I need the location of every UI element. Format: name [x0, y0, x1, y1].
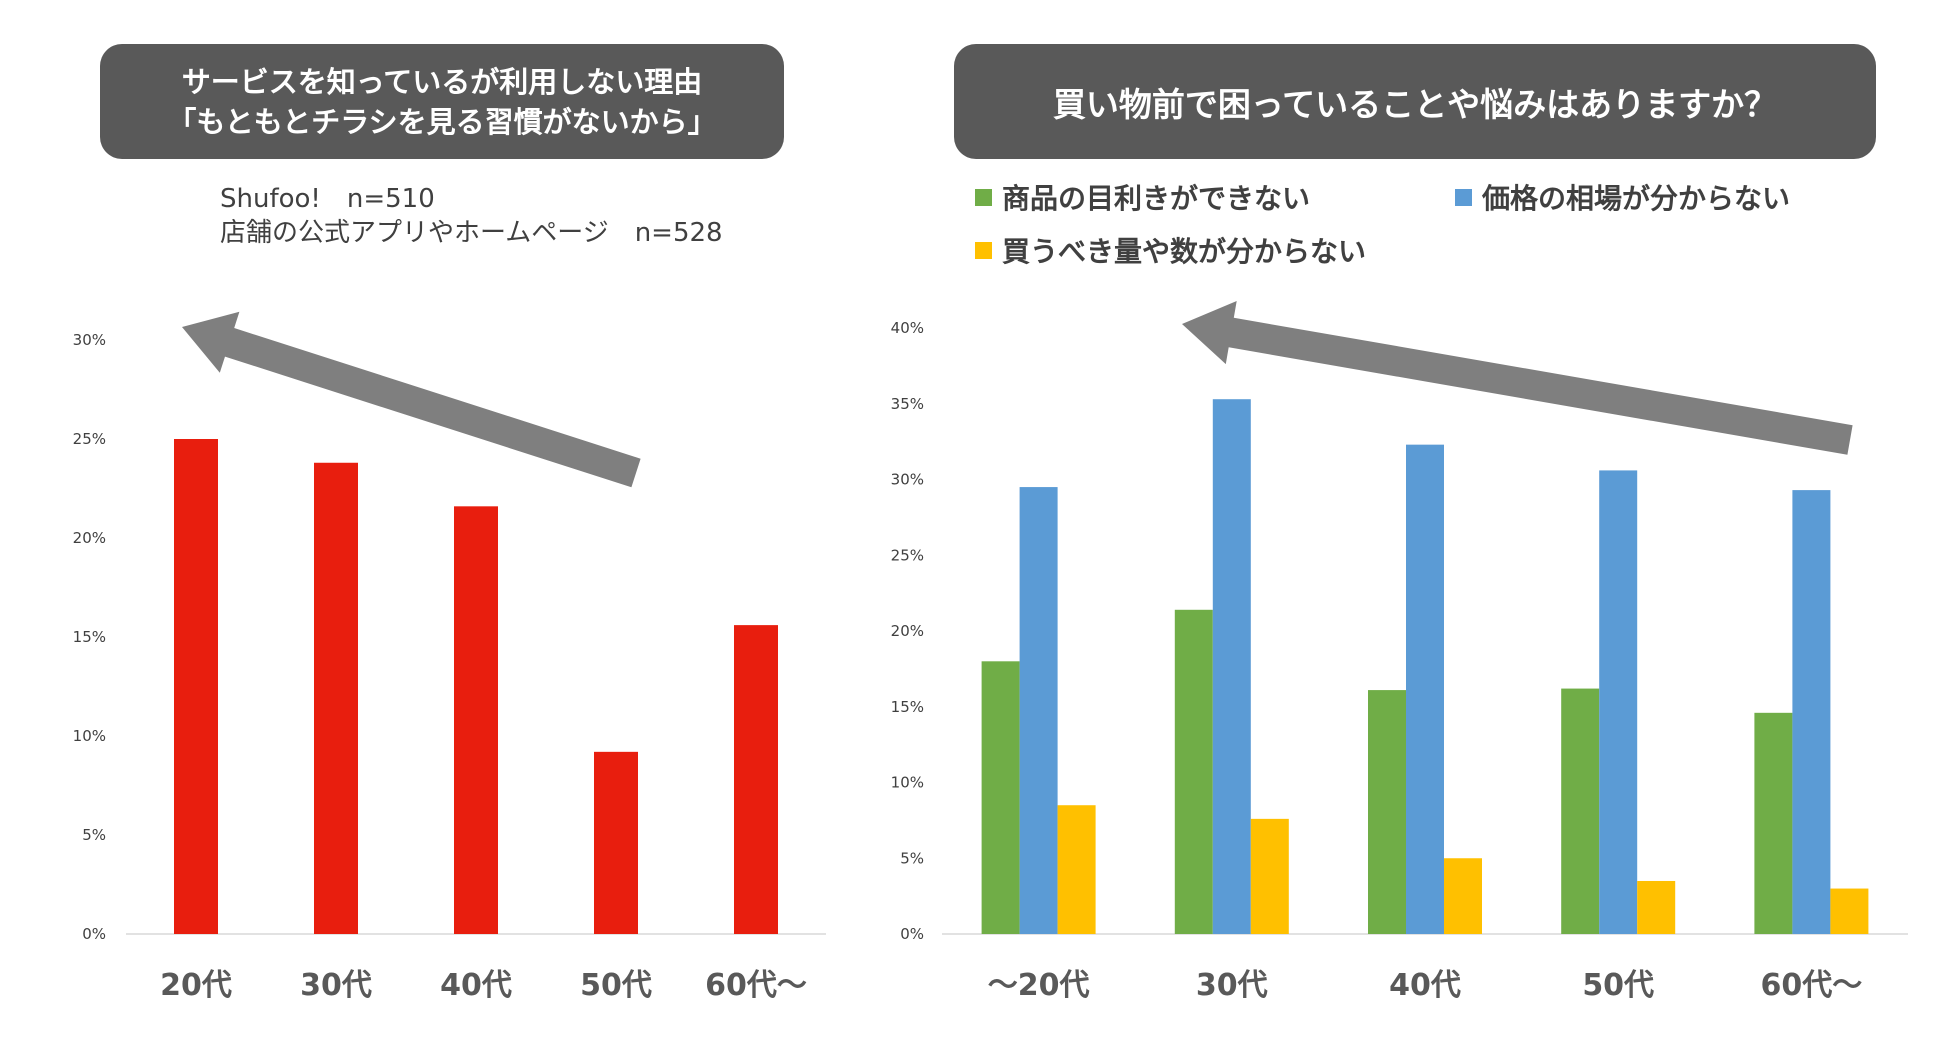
- source-store-app: 店舗の公式アプリやホームページ n=528: [220, 218, 723, 248]
- left-chart-category-label: 30代: [300, 968, 372, 1003]
- right-chart-bar-1-3: [1368, 690, 1406, 934]
- left-title-line2: 「もともとチラシを見る習慣がないから」: [167, 104, 717, 139]
- left-chart-ytick-label: 30%: [73, 331, 106, 349]
- left-chart-bar-1-2: [314, 462, 358, 934]
- right-chart-bar-3-5: [1830, 888, 1869, 934]
- right-chart-bar-3-3: [1444, 858, 1482, 934]
- left-title-line1: サービスを知っているが利用しない理由: [181, 64, 703, 99]
- right-chart-ytick-label: 5%: [900, 849, 924, 867]
- right-chart-bar-2-5: [1792, 490, 1831, 934]
- right-trend-arrow: [1182, 301, 1853, 455]
- legend-swatch-green: [975, 188, 992, 206]
- legend-label-souba: 価格の相場が分からない: [1482, 182, 1791, 215]
- right-chart-ytick-label: 15%: [891, 698, 924, 716]
- right-chart-ytick-label: 25%: [891, 546, 924, 564]
- left-chart-ytick-label: 5%: [82, 826, 106, 844]
- left-chart-category-label: 50代: [580, 968, 652, 1003]
- right-chart-category-label: 〜20代: [988, 968, 1090, 1003]
- right-chart-category-label: 40代: [1389, 968, 1461, 1003]
- left-chart-category-label: 20代: [160, 968, 232, 1003]
- left-chart-ytick-label: 20%: [73, 529, 106, 547]
- legend-swatch-yellow: [975, 241, 992, 259]
- right-chart-bar-2-1: [1019, 487, 1058, 934]
- right-chart-bar-1-1: [981, 661, 1020, 934]
- source-shufoo: Shufoo! n=510: [220, 184, 435, 214]
- left-trend-arrow: [182, 311, 641, 488]
- right-chart-ytick-label: 40%: [891, 319, 924, 337]
- right-chart-category-label: 60代〜: [1761, 968, 1863, 1003]
- right-chart-ytick-label: 30%: [891, 471, 924, 489]
- legend-label-ryou: 買うべき量や数が分からない: [1002, 235, 1367, 268]
- left-chart-ytick-label: 0%: [82, 925, 106, 943]
- left-chart-category-label: 60代〜: [705, 968, 807, 1003]
- right-chart-bar-2-4: [1599, 470, 1638, 934]
- right-title-text: 買い物前で困っていることや悩みはありますか？: [1052, 84, 1778, 124]
- right-chart-bar-3-1: [1057, 805, 1096, 934]
- right-chart-bar-1-5: [1754, 712, 1793, 934]
- legend-item-mekiki: 商品の目利きができない: [975, 177, 1310, 217]
- left-chart-ytick-label: 25%: [73, 430, 106, 448]
- right-chart-category-label: 50代: [1582, 968, 1654, 1003]
- right-chart-title: 買い物前で困っていることや悩みはありますか？: [954, 44, 1876, 159]
- right-chart-ytick-label: 35%: [891, 395, 924, 413]
- right-chart-bar-3-2: [1250, 818, 1289, 934]
- right-chart-bar-1-4: [1561, 688, 1600, 934]
- right-chart-ytick-label: 0%: [900, 925, 924, 943]
- left-chart-ytick-label: 15%: [73, 628, 106, 646]
- left-chart-ytick-label: 10%: [73, 727, 106, 745]
- left-chart-title: サービスを知っているが利用しない理由 「もともとチラシを見る習慣がないから」: [100, 44, 784, 159]
- right-chart-bar-3-4: [1637, 880, 1676, 934]
- right-chart-category-label: 30代: [1196, 968, 1268, 1003]
- right-chart-bar-2-2: [1212, 399, 1251, 935]
- legend-label-mekiki: 商品の目利きができない: [1002, 182, 1311, 215]
- right-chart-ytick-label: 20%: [891, 622, 924, 640]
- left-chart-category-label: 40代: [440, 968, 512, 1003]
- left-chart-bar-1-1: [174, 439, 218, 934]
- legend-item-souba: 価格の相場が分からない: [1455, 177, 1790, 217]
- right-chart-ytick-label: 10%: [891, 774, 924, 792]
- legend-swatch-blue: [1455, 188, 1472, 206]
- left-chart-bar-1-3: [454, 506, 498, 934]
- right-chart-bar-1-2: [1174, 609, 1213, 934]
- right-chart-bar-2-3: [1406, 444, 1444, 934]
- left-chart-bar-1-5: [734, 625, 778, 934]
- left-chart-bar-1-4: [594, 751, 638, 934]
- legend-item-ryou: 買うべき量や数が分からない: [975, 230, 1366, 270]
